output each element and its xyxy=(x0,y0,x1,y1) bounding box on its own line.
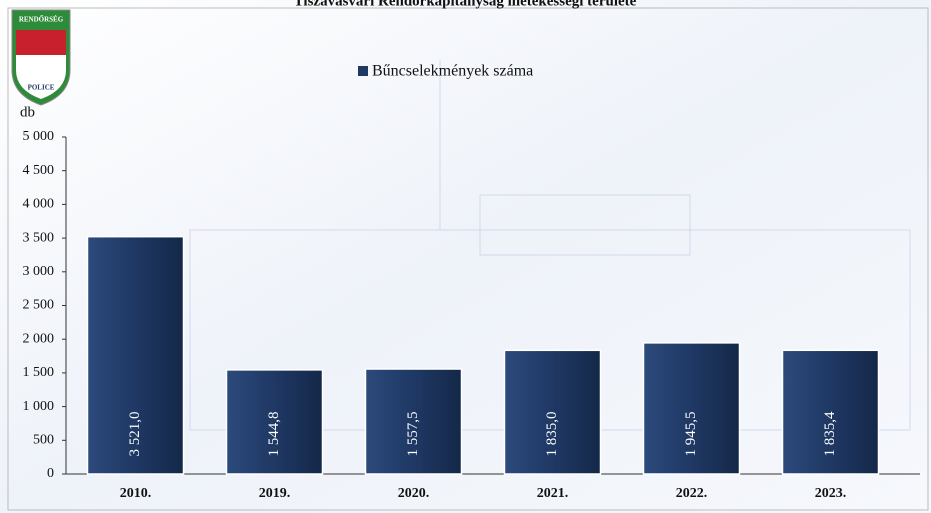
logo-bottom-text: POLICE xyxy=(28,84,55,92)
chart-border xyxy=(7,7,929,511)
value-label: 1 835,4 xyxy=(822,411,838,457)
logo-top-text: RENDŐRSÉG xyxy=(19,16,64,24)
bar xyxy=(364,368,463,475)
bar xyxy=(86,235,185,475)
value-label: 1 557,5 xyxy=(405,412,421,457)
y-axis-label: db xyxy=(20,104,35,120)
x-tick-label: 2010. xyxy=(120,486,152,501)
y-tick-label: 3 500 xyxy=(23,230,55,245)
bar xyxy=(503,349,602,475)
logo: RENDŐRSÉG POLICE xyxy=(11,9,71,106)
y-tick-label: 3 000 xyxy=(23,264,55,279)
y-tick-label: 4 000 xyxy=(23,197,55,212)
y-tick-label: 0 xyxy=(47,466,54,481)
x-tick-label: 2020. xyxy=(398,486,430,501)
y-tick-label: 1 500 xyxy=(23,365,55,380)
legend-label: Bűncselekmények száma xyxy=(372,63,533,80)
legend-swatch xyxy=(358,66,368,76)
value-label: 3 521,0 xyxy=(127,412,143,457)
y-tick-label: 1 000 xyxy=(23,399,55,414)
bar xyxy=(642,342,741,475)
y-tick-label: 4 500 xyxy=(23,163,55,178)
value-label: 1 945,5 xyxy=(683,412,699,457)
bar xyxy=(225,369,324,475)
value-label: 1 544,8 xyxy=(266,412,282,457)
x-tick-label: 2019. xyxy=(259,486,291,501)
bar xyxy=(781,349,880,475)
y-tick-label: 2 500 xyxy=(23,298,55,313)
x-tick-label: 2023. xyxy=(815,486,847,501)
value-label: 1 835,0 xyxy=(544,412,560,457)
x-tick-label: 2021. xyxy=(537,486,569,501)
y-tick-label: 2 000 xyxy=(23,331,55,346)
chart-title: Tiszavasvári Rendőrkapitányság illetékes… xyxy=(294,0,637,9)
y-tick-label: 5 000 xyxy=(23,129,55,144)
y-tick-label: 500 xyxy=(33,433,54,448)
x-tick-label: 2022. xyxy=(676,486,708,501)
